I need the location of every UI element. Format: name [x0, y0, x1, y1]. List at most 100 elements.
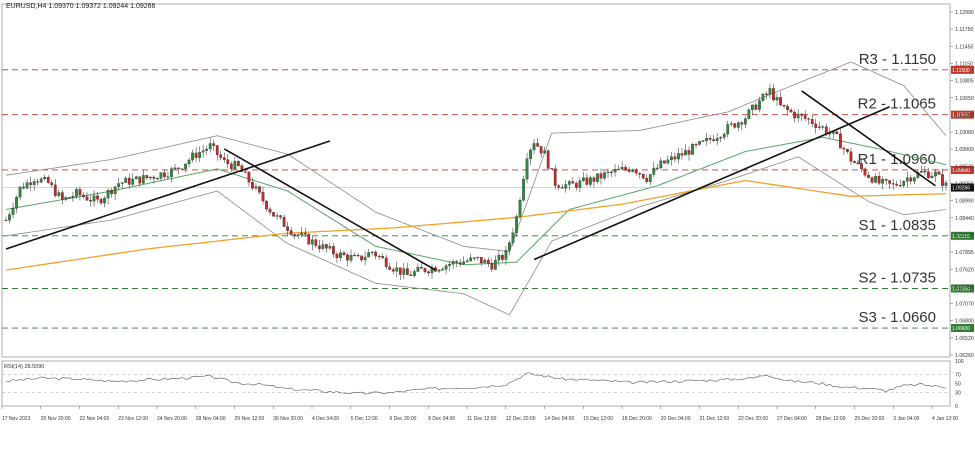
candle	[733, 123, 737, 128]
trendline	[801, 90, 936, 187]
candle	[166, 176, 170, 178]
level-label: R3 - 1.1150	[859, 51, 936, 68]
candle	[106, 189, 110, 199]
candle	[332, 246, 335, 255]
candle	[113, 186, 117, 195]
candle	[282, 216, 286, 227]
x-tick-label: 5 Dec 12:00	[351, 416, 378, 422]
level-price-tag-text: 1.11500	[952, 68, 970, 74]
level-label: S3 - 1.0660	[858, 309, 936, 326]
candle	[138, 176, 142, 184]
candle	[36, 181, 40, 183]
candle	[821, 126, 825, 128]
rsi-tick-label: 50	[955, 382, 961, 388]
candle	[659, 160, 663, 169]
candle	[346, 254, 349, 261]
candle	[842, 148, 846, 150]
level-price-tag-text: 1.07350	[952, 287, 970, 293]
y-tick-label: 1.11450	[955, 44, 973, 50]
candle	[891, 183, 895, 185]
candle	[233, 161, 237, 170]
candle	[317, 245, 321, 249]
candle	[726, 124, 730, 135]
candle	[184, 163, 187, 169]
candle	[441, 269, 444, 271]
candle	[582, 177, 585, 181]
level-price-tag	[951, 110, 974, 119]
candle	[578, 180, 582, 188]
candle	[881, 179, 884, 184]
candle	[536, 143, 539, 147]
candle	[159, 172, 163, 179]
trendline	[5, 140, 331, 250]
candle	[148, 176, 152, 179]
candle	[937, 171, 941, 175]
candle	[574, 183, 578, 188]
candle	[50, 182, 54, 186]
candle	[131, 178, 135, 185]
candle	[71, 196, 75, 198]
rsi-plot-frame	[1, 360, 951, 407]
y-tick-label: 1.07895	[955, 250, 974, 256]
y-tick-label: 1.11150	[955, 61, 973, 67]
candle	[677, 153, 680, 160]
candle	[874, 175, 877, 183]
x-tick-label: 4 Jan 12:00	[932, 416, 958, 422]
candle	[110, 189, 113, 195]
candle	[321, 244, 325, 249]
candle	[303, 232, 307, 235]
level-price-tag	[951, 231, 974, 240]
candle	[53, 184, 57, 196]
candle	[356, 255, 360, 257]
level-price-tag	[951, 284, 974, 293]
x-tick-label: 6 Dec 20:00	[390, 416, 417, 422]
candle	[793, 111, 796, 119]
candle	[627, 169, 631, 172]
candle	[103, 197, 106, 204]
level-price-tag-text: 1.08350	[952, 234, 970, 240]
candle	[215, 145, 219, 155]
candle	[388, 266, 392, 270]
candle	[849, 151, 853, 162]
candle	[599, 173, 603, 179]
candle	[504, 250, 508, 260]
candle	[736, 122, 740, 128]
candle	[641, 173, 645, 179]
candle	[589, 177, 592, 185]
candle	[684, 150, 687, 156]
candle	[152, 176, 156, 179]
candle	[120, 182, 124, 184]
candle	[617, 168, 620, 171]
candle	[494, 260, 497, 270]
candle	[603, 172, 606, 179]
candle	[786, 106, 789, 111]
candle	[870, 177, 874, 183]
level-label: R1 - 1.0960	[858, 151, 936, 168]
candle	[490, 263, 494, 270]
candle	[194, 152, 198, 158]
candle	[170, 168, 173, 177]
candle	[853, 161, 856, 163]
y-tick-label: 1.08170	[955, 233, 974, 239]
candle	[177, 167, 180, 169]
candle	[543, 150, 547, 154]
candle	[201, 150, 205, 153]
candle	[511, 232, 515, 243]
candle	[360, 255, 363, 261]
candle	[198, 152, 201, 158]
candle	[156, 178, 159, 180]
candle	[567, 181, 571, 185]
y-tick-label: 1.09266	[955, 182, 974, 188]
candle	[82, 194, 85, 197]
candle	[391, 269, 395, 272]
candle	[592, 177, 596, 182]
level-price-tag-text: 1.09600	[952, 168, 970, 174]
candle	[722, 133, 726, 138]
candle	[800, 113, 804, 116]
candle	[796, 113, 800, 119]
candle	[395, 267, 399, 272]
x-tick-label: 15 Dec 12:00	[583, 416, 613, 422]
candle	[479, 256, 483, 264]
candle	[740, 122, 744, 125]
candle	[328, 246, 332, 249]
